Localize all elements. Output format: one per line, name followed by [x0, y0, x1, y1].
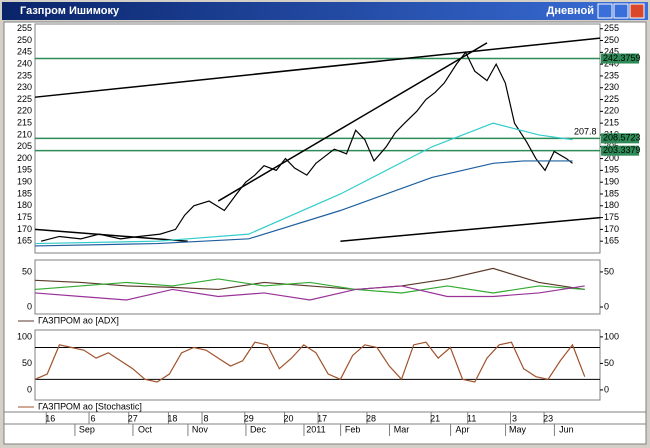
y-tick-label: 250 [17, 35, 32, 45]
x-tick-label: 8 [204, 413, 209, 423]
month-label: Sep [79, 424, 95, 434]
month-label: Oct [138, 424, 153, 434]
chart-area [3, 21, 647, 445]
y-tick-label-right: 190 [604, 177, 619, 187]
legend: ГАЗПРОМ ао [ADX] [38, 315, 119, 325]
x-tick-label: 29 [244, 413, 254, 423]
x-tick-label: 27 [128, 413, 138, 423]
maximize-button[interactable] [613, 3, 629, 19]
trend-line [217, 42, 488, 202]
y-tick-label-right: 235 [604, 70, 619, 80]
y-tick-label-right: 220 [604, 106, 619, 116]
level-box [601, 145, 639, 156]
y-tick-label-right: 175 [604, 212, 619, 222]
month-label: 2011 [306, 424, 325, 434]
y-tick-label: 230 [17, 82, 32, 92]
y-tick-label: 225 [17, 94, 32, 104]
x-tick-label: 3 [512, 413, 517, 423]
y-tick-label: 0 [27, 301, 32, 311]
last-value: 207.8 [574, 127, 597, 137]
timeframe: Дневной [547, 5, 595, 17]
y-tick-label-right: 250 [604, 35, 619, 45]
y-tick-label-right: 245 [604, 47, 619, 57]
x-tick-label: 28 [366, 413, 376, 423]
y-tick-label-right: 195 [604, 165, 619, 175]
y-tick-label: 170 [17, 224, 32, 234]
month-label: May [509, 424, 527, 434]
y-tick-label: 200 [17, 153, 32, 163]
level-box [601, 133, 639, 144]
y-tick-label-right: 50 [604, 266, 614, 276]
level-label: 242.3759 [603, 53, 641, 63]
series-line [34, 122, 573, 245]
trend-line [34, 228, 188, 242]
series-line [34, 341, 586, 383]
y-tick-label: 0 [27, 384, 32, 394]
month-label: Mar [394, 424, 410, 434]
y-tick-label-right: 255 [604, 23, 619, 33]
trend-line [34, 37, 601, 98]
y-tick-label-right: 100 [604, 331, 619, 341]
x-tick-label: 16 [45, 413, 55, 423]
y-tick-label-right: 165 [604, 236, 619, 246]
y-tick-label: 245 [17, 47, 32, 57]
panel [34, 329, 601, 401]
level-box [601, 53, 639, 64]
y-tick-label-right: 185 [604, 188, 619, 198]
y-tick-label: 100 [17, 331, 32, 341]
series-line [34, 267, 585, 291]
legend: ГАЗПРОМ ао [Stochastic] [38, 401, 142, 411]
y-tick-label-right: 0 [604, 301, 609, 311]
x-tick-label: 20 [283, 413, 293, 423]
series-line [40, 51, 573, 242]
y-tick-label: 220 [17, 106, 32, 116]
y-tick-label-right: 0 [604, 384, 609, 394]
series-line [34, 278, 585, 294]
title-bar [2, 2, 648, 20]
close-button[interactable] [629, 3, 645, 19]
y-tick-label-right: 180 [604, 200, 619, 210]
y-tick-label: 240 [17, 59, 32, 69]
y-tick-label: 235 [17, 70, 32, 80]
y-tick-label: 215 [17, 118, 32, 128]
trend-line [340, 216, 601, 242]
minimize-button[interactable] [597, 3, 613, 19]
level-label: 203.3379 [603, 145, 641, 155]
y-tick-label: 210 [17, 129, 32, 139]
y-tick-label: 50 [22, 266, 32, 276]
y-tick-label-right: 50 [604, 358, 614, 368]
month-label: Feb [345, 424, 361, 434]
window-title: Газпром Ишимоку [20, 5, 120, 17]
y-tick-label: 190 [17, 177, 32, 187]
y-tick-label: 180 [17, 200, 32, 210]
level-label: 208.5723 [603, 133, 641, 143]
x-tick-label: 23 [543, 413, 553, 423]
y-tick-label-right: 200 [604, 153, 619, 163]
series-line [34, 285, 585, 301]
y-tick-label: 195 [17, 165, 32, 175]
month-label: Jun [559, 424, 574, 434]
panel [34, 259, 601, 315]
x-tick-label: 21 [430, 413, 440, 423]
series-line [34, 160, 573, 247]
x-tick-label: 17 [317, 413, 327, 423]
y-tick-label: 165 [17, 236, 32, 246]
y-tick-label-right: 230 [604, 82, 619, 92]
y-tick-label: 50 [22, 358, 32, 368]
y-tick-label: 255 [17, 23, 32, 33]
x-tick-label: 18 [167, 413, 177, 423]
month-label: Dec [250, 424, 267, 434]
y-tick-label-right: 225 [604, 94, 619, 104]
month-label: Nov [192, 424, 209, 434]
y-tick-label: 175 [17, 212, 32, 222]
month-label: Apr [456, 424, 470, 434]
x-tick-label: 11 [467, 413, 476, 423]
x-tick-label: 6 [91, 413, 96, 423]
y-tick-label-right: 170 [604, 224, 619, 234]
y-tick-label-right: 215 [604, 118, 619, 128]
y-tick-label: 205 [17, 141, 32, 151]
y-tick-label: 185 [17, 188, 32, 198]
